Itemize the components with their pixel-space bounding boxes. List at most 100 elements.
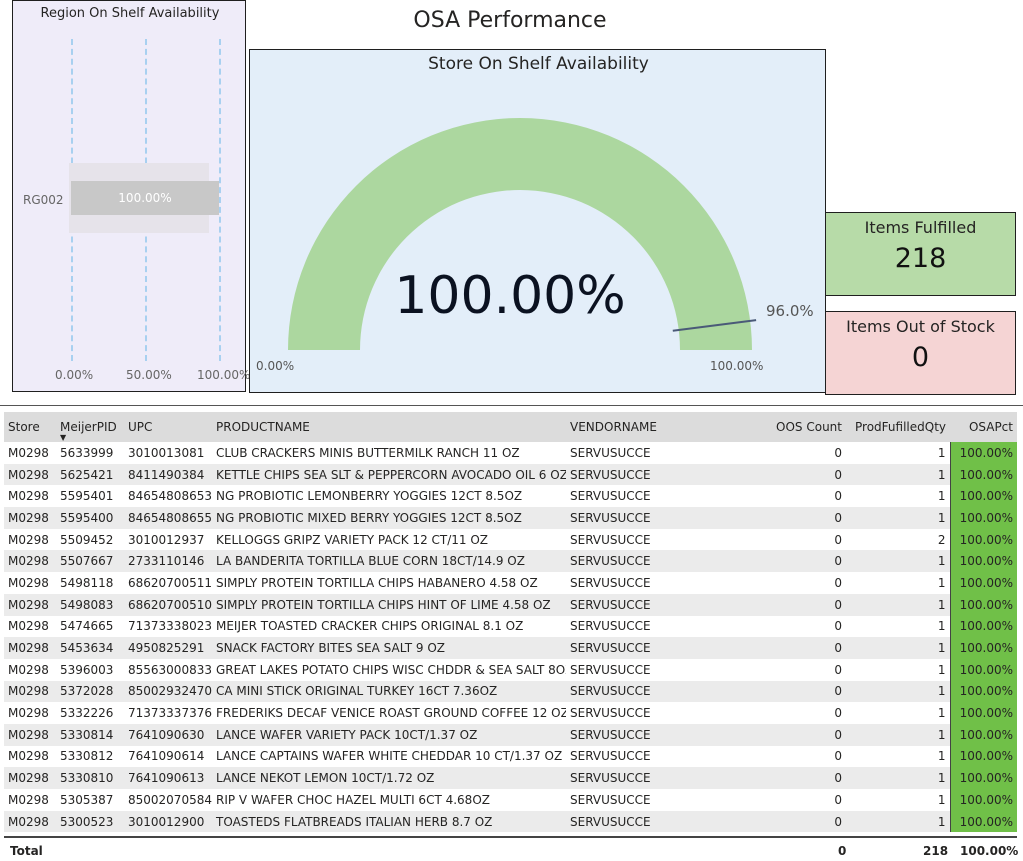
column-header-store[interactable]: Store (4, 412, 56, 442)
table-cell: 1 (846, 463, 950, 486)
table-cell: 1 (846, 723, 950, 746)
items-out-of-stock-card[interactable]: Items Out of Stock 0 (825, 311, 1016, 395)
region-osa-chart[interactable]: Region On Shelf Availability RG002 100.0… (12, 0, 250, 392)
table-row[interactable]: M0298 5498118 68620700511 SIMPLY PROTEIN TO… (4, 572, 1017, 594)
table-cell: M0298 (8, 749, 49, 764)
table-cell: 5300523 (56, 810, 124, 833)
region-bar-label: 100.00% (118, 191, 172, 205)
items-fulfilled-value: 218 (894, 243, 947, 274)
column-header-productname[interactable]: PRODUCTNAME (212, 412, 566, 442)
table-row[interactable]: M0298 5332226 71373337376 FREDERIKS DECAF V… (4, 702, 1017, 724)
table-row[interactable]: M0298 5330814 7641090630 LANCE WAFER VARIET… (4, 723, 1017, 746)
table-cell: 5372028 (56, 680, 124, 703)
total-fulfilled-qty: 218 (923, 844, 949, 858)
table-row[interactable]: M0298 5595401 84654808653 NG PROBIOTIC LEMO… (4, 485, 1017, 508)
table-cell: 85002070584 (128, 792, 212, 807)
table-cell: 5507667 (56, 550, 124, 573)
store-osa-gauge[interactable]: Store On Shelf Availability 100.00% 0.00… (249, 49, 826, 393)
table-cell: M0298 (4, 550, 56, 573)
table-row[interactable]: M0298 5372028 85002932470 CA MINI STICK ORI… (4, 680, 1017, 703)
product-table[interactable]: Store MeijerPID ▼ UPC PRODUCTNAME VENDORN… (4, 412, 1017, 861)
table-cell: 1 (937, 662, 946, 677)
table-cell: 0 (736, 767, 846, 789)
table-cell: SERVUSUCCE (566, 723, 736, 746)
column-header-osapct[interactable]: OSAPct (950, 412, 1017, 442)
table-cell: 3010013081 (128, 445, 205, 460)
table-cell: M0298 (4, 463, 56, 486)
total-oos-count: 0 (838, 844, 847, 858)
table-cell: NG PROBIOTIC LEMONBERRY YOGGIES 12CT 8.5… (216, 489, 523, 504)
table-cell: 100.00% (949, 507, 1017, 529)
table-cell: 0 (834, 575, 842, 590)
table-cell: M0298 (8, 792, 49, 807)
table-cell: M0298 (4, 767, 56, 789)
table-row[interactable]: M0298 5474665 71373338023 MEIJER TOASTED CR… (4, 615, 1017, 638)
table-cell: 1 (937, 489, 946, 504)
table-cell: 100.00% (949, 658, 1017, 681)
table-cell: 1 (937, 445, 946, 460)
table-cell: 2 (937, 532, 946, 547)
table-cell: M0298 (8, 619, 49, 634)
region-chart-title: Region On Shelf Availability (40, 6, 220, 21)
table-row[interactable]: M0298 5300523 3010012900 TOASTEDS FLATBREAD… (4, 810, 1017, 833)
table-cell: M0298 (8, 706, 49, 721)
table-cell: SERVUSUCCE (570, 575, 651, 590)
column-header-prod-fulfilled-qty[interactable]: ProdFufilledQty (846, 412, 950, 442)
column-header-oos-count[interactable]: OOS Count (736, 412, 846, 442)
table-cell: 100.00% (949, 528, 1017, 551)
table-cell: 0 (834, 792, 842, 807)
table-cell: SERVUSUCCE (566, 550, 736, 573)
table-cell: 100.00% (949, 767, 1017, 789)
table-row[interactable]: M0298 5633999 3010013081 CLUB CRACKERS MINI… (4, 442, 1017, 464)
table-cell: 100.00% (949, 810, 1017, 833)
table-cell: SERVUSUCCE (566, 810, 736, 833)
table-cell: 100.00% (949, 745, 1017, 768)
table-cell: M0298 (4, 680, 56, 703)
gauge-title: Store On Shelf Availability (428, 54, 649, 74)
column-header-vendorname[interactable]: VENDORNAME (566, 412, 736, 442)
table-cell: TOASTEDS FLATBREADS ITALIAN HERB 8.7 OZ (212, 810, 566, 833)
table-row[interactable]: M0298 5509452 3010012937 KELLOGGS GRIPZ VAR… (4, 528, 1017, 551)
table-row[interactable]: M0298 5453634 4950825291 SNACK FACTORY BITE… (4, 637, 1017, 659)
table-cell: 1 (846, 767, 950, 789)
gauge-fill-arc (288, 118, 752, 350)
table-row[interactable]: M0298 5305387 85002070584 RIP V WAFER CHOC … (4, 789, 1017, 811)
table-row[interactable]: M0298 5595400 84654808655 NG PROBIOTIC MIXE… (4, 507, 1017, 529)
table-cell: SIMPLY PROTEIN TORTILLA CHIPS HABANERO 4… (216, 575, 538, 590)
items-fulfilled-card[interactable]: Items Fulfilled 218 (825, 212, 1016, 296)
column-header-meijerpid[interactable]: MeijerPID ▼ (56, 412, 124, 442)
table-cell: SERVUSUCCE (570, 749, 651, 764)
table-row[interactable]: M0298 5498083 68620700510 SIMPLY PROTEIN TO… (4, 593, 1017, 616)
items-out-of-stock-label: Items Out of Stock (846, 317, 995, 336)
table-cell: M0298 (4, 637, 56, 659)
region-bar[interactable]: 100.00% (71, 181, 219, 215)
table-cell: LANCE WAFER VARIETY PACK 10CT/1.37 OZ (212, 723, 566, 746)
table-cell: 5595400 (56, 507, 124, 529)
page-title: OSA Performance (413, 8, 607, 33)
total-osa-pct: 100.00% (960, 844, 1019, 858)
items-fulfilled-label: Items Fulfilled (864, 218, 977, 237)
table-row[interactable]: M0298 5330810 7641090613 LANCE NEKOT LEMON … (4, 767, 1017, 789)
table-cell: 100.00% (949, 485, 1017, 508)
table-row[interactable]: M0298 5625421 8411490384 KETTLE CHIPS SEA S… (4, 463, 1017, 486)
table-cell: 100.00% (949, 615, 1017, 638)
table-cell: LANCE NEKOT LEMON 10CT/1.72 OZ (212, 767, 566, 789)
table-cell: 100.00% (949, 789, 1017, 811)
table-cell: 5396003 (60, 662, 114, 677)
table-cell: 5330812 (60, 749, 114, 764)
table-cell: 5332226 (60, 706, 114, 721)
column-header-label: MeijerPID (60, 420, 117, 434)
table-cell: 0 (834, 445, 842, 460)
gauge-value: 100.00% (394, 266, 626, 326)
table-cell: 100.00% (949, 723, 1017, 746)
table-row[interactable]: M0298 5507667 2733110146 LA BANDERITA TORTI… (4, 550, 1017, 573)
table-row[interactable]: M0298 5330812 7641090614 LANCE CAPTAINS WAF… (4, 745, 1017, 768)
column-header-upc[interactable]: UPC (124, 412, 212, 442)
table-cell: 7641090613 (124, 767, 212, 789)
table-cell: 5498118 (60, 575, 114, 590)
table-cell: 0 (834, 489, 842, 504)
table-cell: SERVUSUCCE (566, 767, 736, 789)
table-row[interactable]: M0298 5396003 85563000833 GREAT LAKES POTAT… (4, 658, 1017, 681)
table-cell: 0 (736, 723, 846, 746)
table-cell: 0 (736, 550, 846, 573)
